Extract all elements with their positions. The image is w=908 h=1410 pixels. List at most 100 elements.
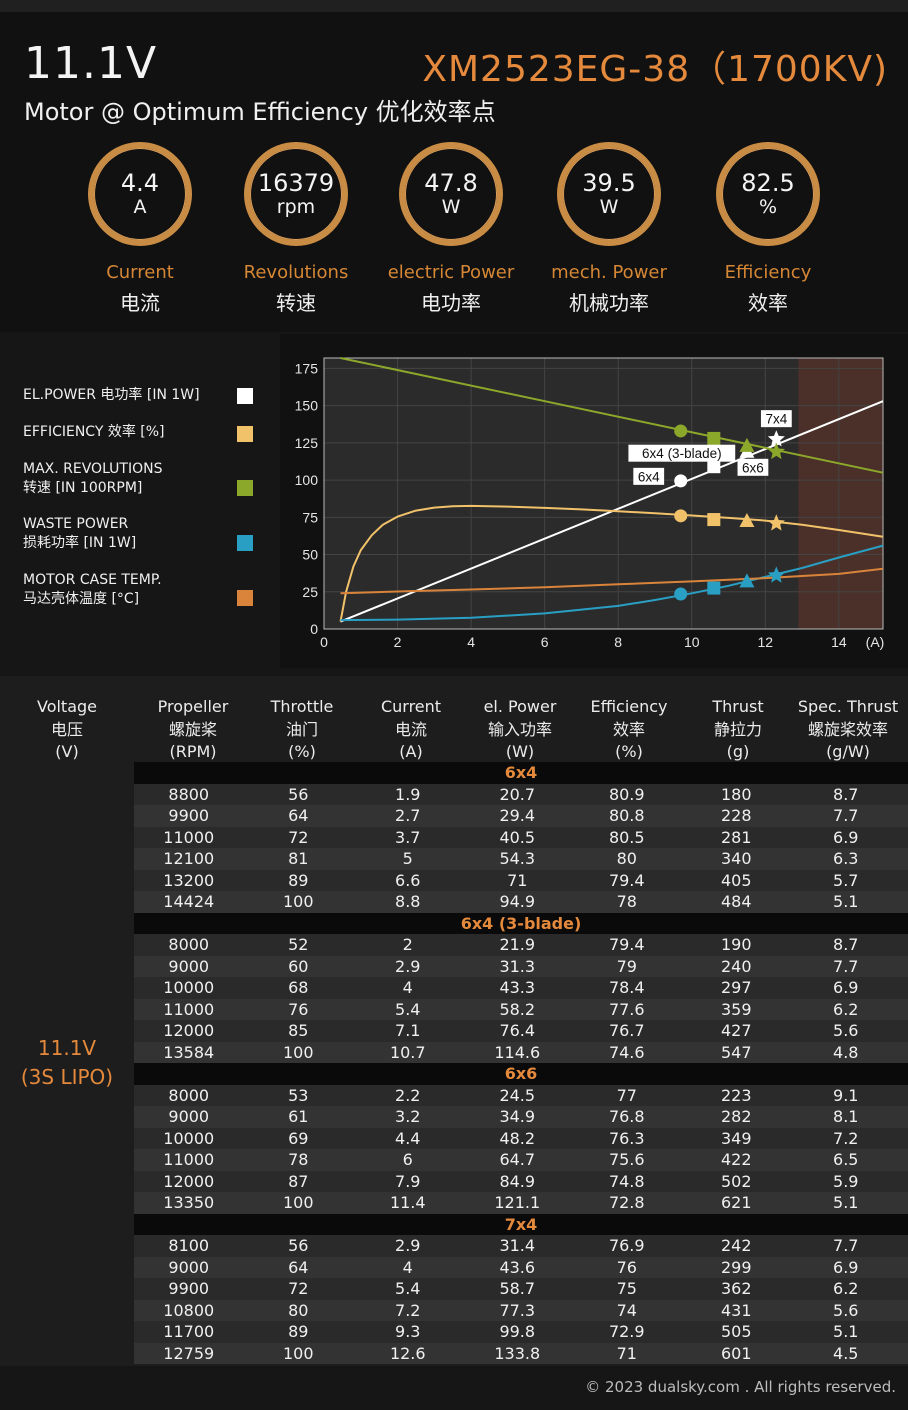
gauge-label-en: Current: [106, 262, 174, 283]
table-cell: 5.4: [395, 1279, 421, 1298]
table-row: 12000 87 7.9 84.9 74.8 502 5.9: [134, 1170, 908, 1192]
table-cell: 76.7: [608, 1021, 645, 1040]
page-subtitle: Motor @ Optimum Efficiency 优化效率点: [24, 98, 496, 126]
legend-line: WASTE POWER: [23, 516, 129, 532]
col-header-el-power: el. Power 输入功率 (W): [465, 696, 575, 764]
table-cell: 100: [282, 1343, 314, 1363]
gauge-unit: %: [758, 196, 778, 218]
table-cell: 61: [288, 1107, 309, 1126]
table-cell: 422: [720, 1150, 752, 1169]
table-row: 8100 56 2.9 31.4 76.9 242 7.7: [134, 1235, 908, 1257]
table-group-header: 6x4 (3-blade): [134, 912, 908, 934]
gauge-value: 39.5: [582, 169, 636, 197]
col-header-voltage: Voltage 电压 (V): [12, 696, 122, 764]
table-cell: 505: [720, 1322, 752, 1341]
table-cell: 10800: [163, 1300, 215, 1320]
y-tick-label: 100: [295, 472, 319, 488]
marker-label: 6x4 (3-blade): [642, 446, 722, 461]
table-cell: 84.9: [499, 1171, 536, 1191]
col-header-cn: 螺旋桨: [168, 719, 217, 739]
marker-star: [767, 566, 785, 583]
col-header-spec-thrust: Spec. Thrust 螺旋桨效率 (g/W): [792, 696, 904, 764]
table-cell: 10.7: [389, 1042, 426, 1062]
table-cell: 11.4: [389, 1193, 426, 1212]
table-row: 12000 85 7.1 76.4 76.7 427 5.6: [134, 1020, 908, 1042]
table-cell: 7.2: [833, 1128, 859, 1148]
table-cell: 100: [282, 1042, 314, 1062]
table-row: 13350 100 11.4 121.1 72.8 621 5.1: [134, 1192, 908, 1214]
table-cell: 9000: [168, 956, 210, 976]
table-cell: 5.4: [395, 999, 421, 1019]
table-cell: 71: [616, 1343, 637, 1363]
x-tick-label: 14: [831, 634, 847, 650]
table-cell: 9.3: [395, 1322, 421, 1341]
table-cell: 52: [288, 935, 309, 954]
col-header-current: Current 电流 (A): [356, 696, 466, 764]
gauge-label-en: Efficiency: [724, 262, 812, 283]
x-tick-label: 0: [320, 634, 328, 650]
col-header-cn: 输入功率: [487, 719, 552, 739]
table-cell: 2: [402, 935, 413, 954]
table-cell: 76.4: [499, 1021, 536, 1040]
table-cell: 80.5: [608, 827, 645, 847]
table-cell: 7.9: [395, 1171, 421, 1191]
table-cell: 78: [288, 1150, 309, 1169]
legend-label-el-power: EL.POWER 电功率 [IN 1W]: [23, 386, 200, 405]
header-panel: 11.1V XM2523EG-38（1700KV) Motor @ Optimu…: [0, 12, 908, 332]
table-row: 11000 76 5.4 58.2 77.6 359 6.2: [134, 998, 908, 1020]
table-cell: 77.3: [499, 1300, 536, 1320]
data-table: 6x4 8800 56 1.9 20.7 80.9 180 8.7 9900 64 2.7 29.4 8…: [134, 762, 908, 1364]
y-tick-label: 150: [295, 398, 319, 414]
marker-circle: [674, 587, 688, 601]
table-cell: 299: [720, 1257, 752, 1277]
marker-label-box: [628, 444, 736, 462]
gauge-label-cn: 转速: [276, 291, 316, 315]
legend-label-efficiency: EFFICIENCY 效率 [%]: [23, 423, 165, 442]
gauge-unit: rpm: [276, 196, 316, 218]
x-axis-unit-label: (A): [866, 634, 885, 650]
table-cell: 48.2: [499, 1128, 536, 1148]
col-header-cn: 静拉力: [713, 719, 762, 739]
motor-chart: 0 25 50 75 100 125 150 175 0 2 4 6 8 10 12 14 (A) 6x4 6x4 …: [295, 357, 885, 650]
table-group-header: 6x4: [134, 762, 908, 784]
y-tick-label: 0: [310, 621, 318, 637]
col-header-en: Propeller: [157, 697, 229, 716]
table-cell: 77: [616, 1085, 637, 1105]
col-header-cn: 电流: [394, 719, 427, 739]
legend-swatch-revolutions: [237, 480, 253, 496]
col-header-unit: (V): [55, 742, 79, 761]
table-cell: 12000: [163, 1021, 215, 1040]
col-header-thrust: Thrust 静拉力 (g): [683, 696, 793, 764]
table-cell: 228: [720, 806, 752, 825]
table-cell: 76: [288, 999, 309, 1019]
gauge-label-cn: 电流: [120, 291, 160, 315]
table-cell: 8000: [168, 1085, 210, 1105]
table-cell: 74: [616, 1300, 637, 1320]
table-cell: 5.1: [833, 1322, 859, 1341]
col-header-en: Spec. Thrust: [797, 697, 899, 716]
table-cell: 87: [288, 1171, 309, 1191]
legend-line: MOTOR CASE TEMP.: [23, 572, 162, 588]
table-cell: 76.9: [608, 1236, 645, 1255]
table-row: 9000 60 2.9 31.3 79 240 7.7: [134, 955, 908, 977]
table-row: 9900 72 5.4 58.7 75 362 6.2: [134, 1278, 908, 1300]
table-cell: 7.7: [833, 806, 859, 825]
table-cell: 2.2: [395, 1085, 421, 1105]
table-cell: 282: [720, 1107, 752, 1126]
x-tick-label: 10: [684, 634, 700, 650]
table-cell: 64: [288, 1257, 309, 1277]
table-cell: 20.7: [499, 784, 536, 804]
table-cell: 6: [402, 1150, 413, 1169]
table-cell: 79: [616, 956, 637, 976]
marker-label-box: [633, 467, 665, 485]
gauge-unit: W: [441, 196, 461, 218]
legend-line: 损耗功率 [IN 1W]: [23, 535, 137, 551]
table-cell: 427: [720, 1021, 752, 1040]
table-cell: 359: [720, 999, 752, 1019]
gauge-value: 82.5: [741, 169, 795, 197]
marker-triangle: [739, 437, 755, 452]
table-cell: 31.4: [499, 1236, 536, 1255]
table-cell: 340: [720, 849, 752, 868]
table-cell: 621: [720, 1193, 752, 1212]
y-tick-label: 25: [302, 584, 318, 600]
